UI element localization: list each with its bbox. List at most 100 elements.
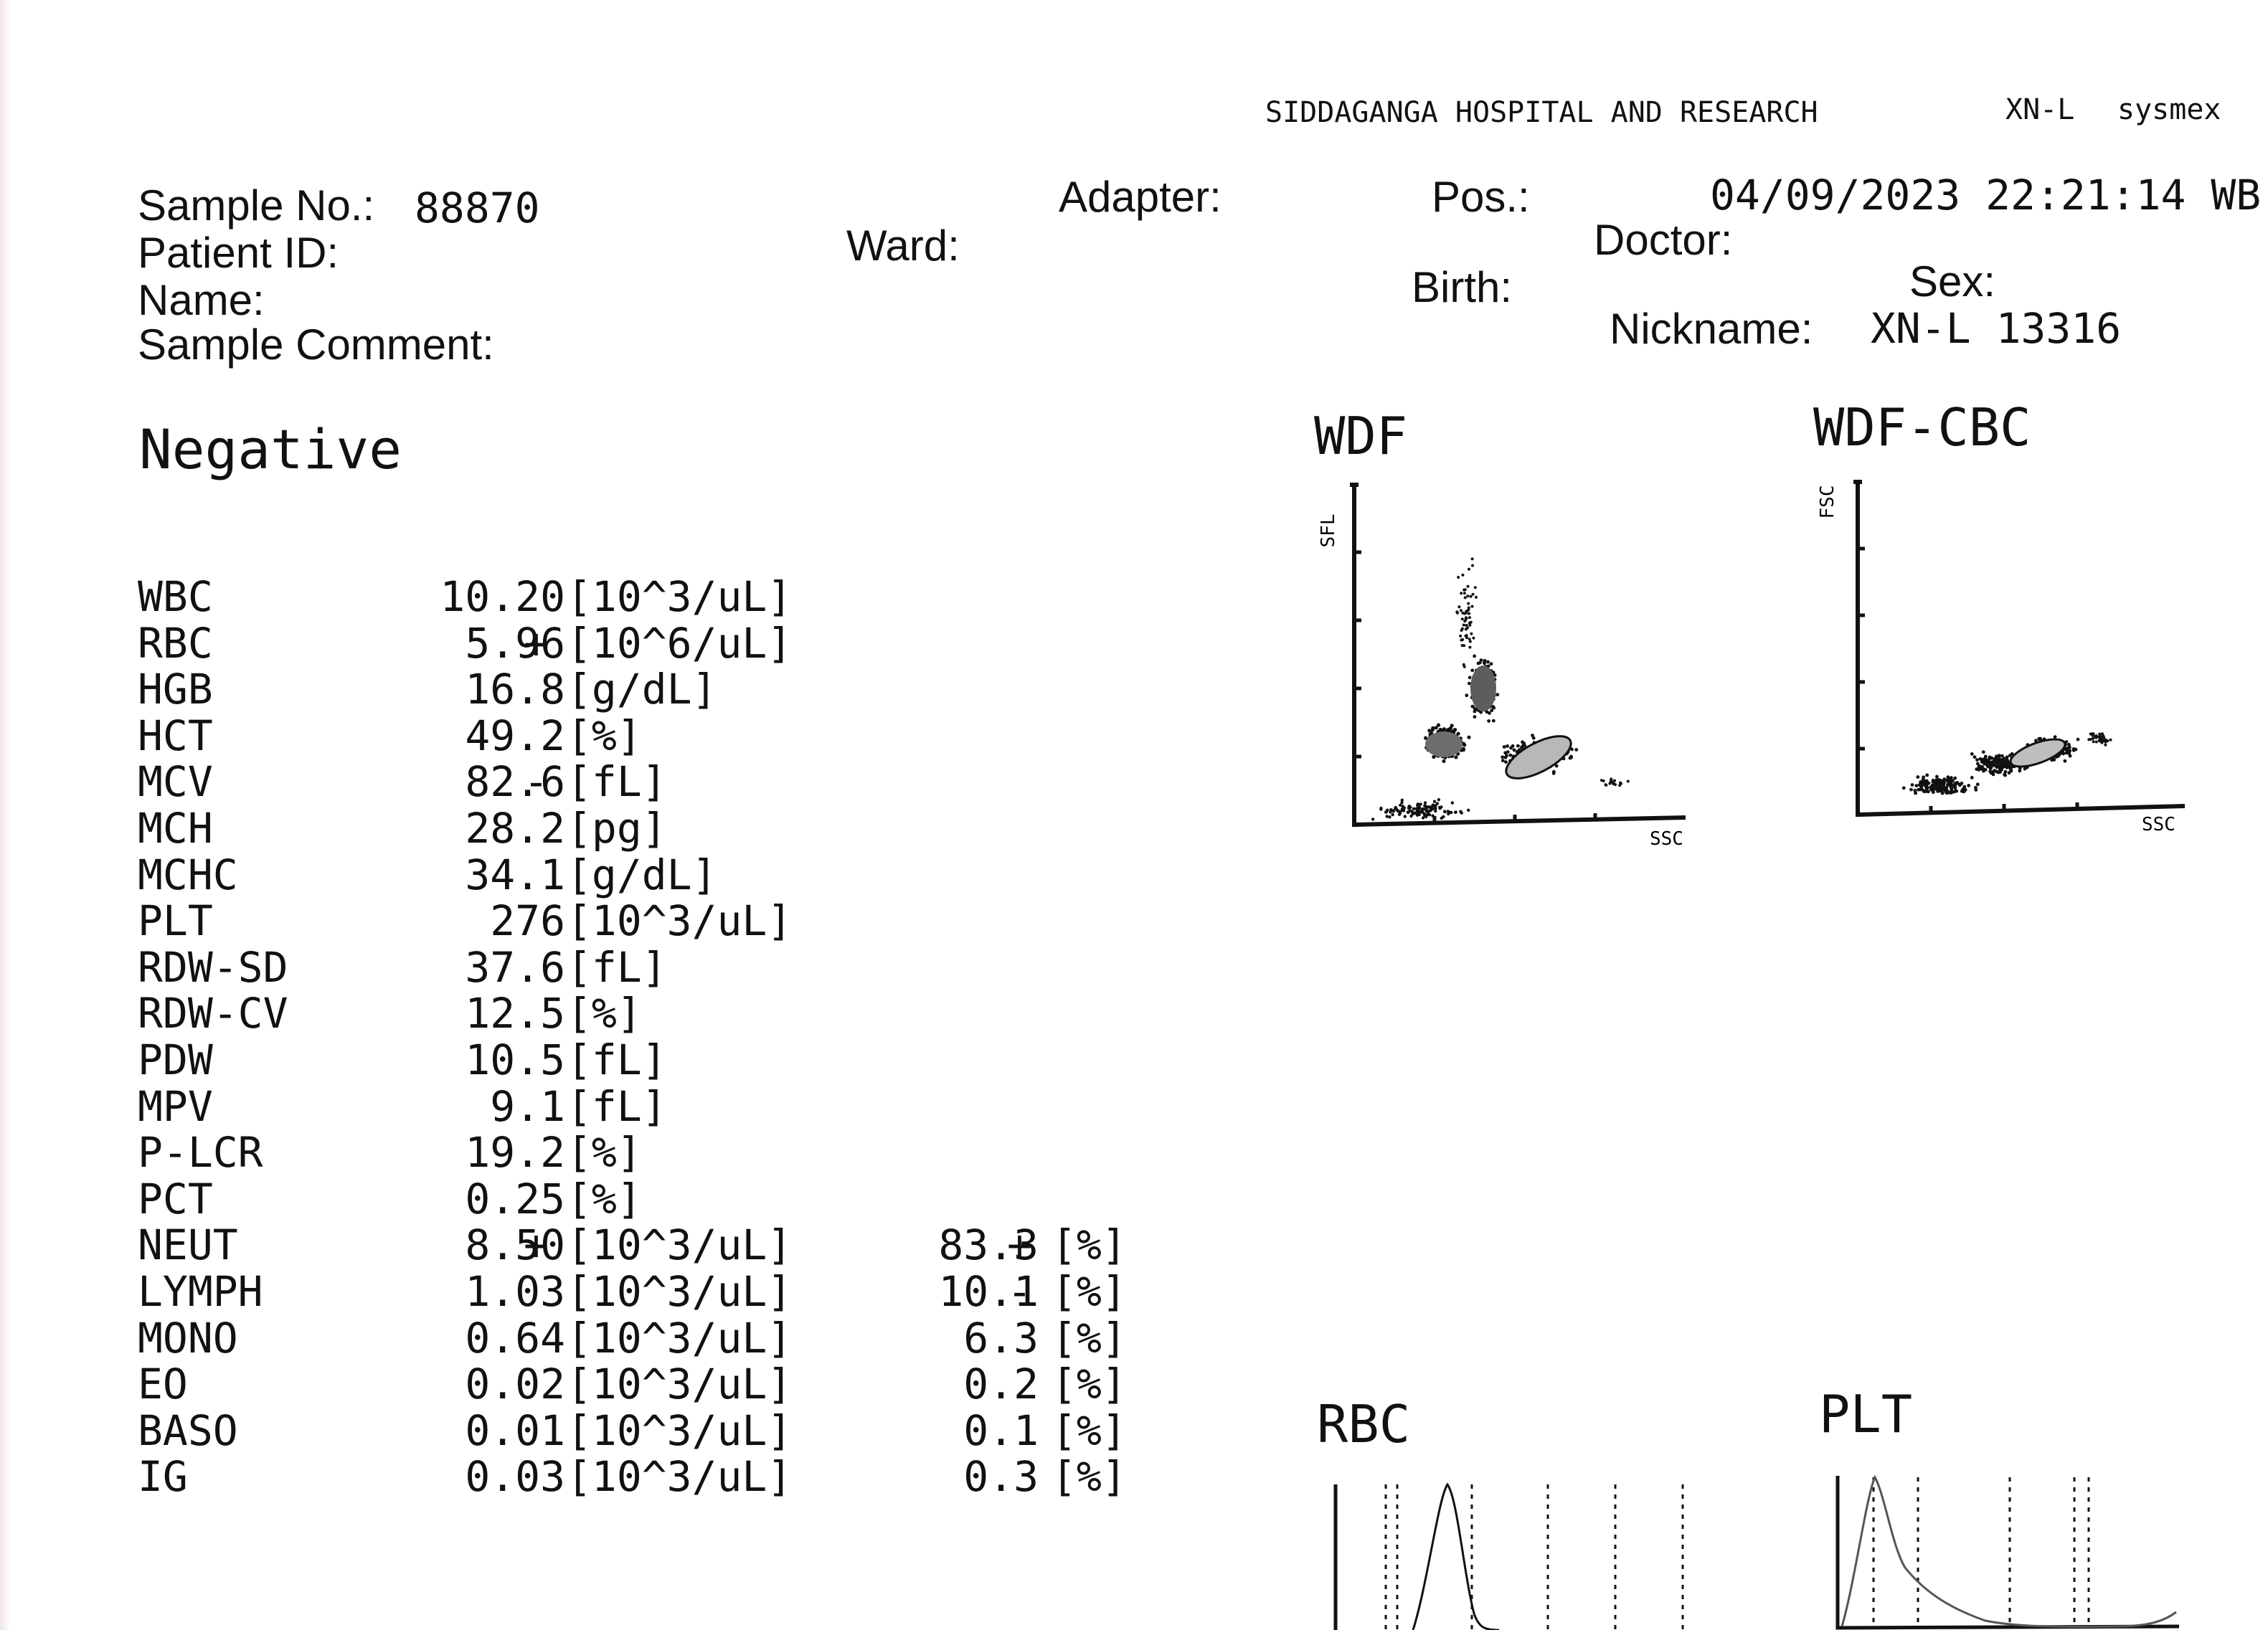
scatter-dot: [1932, 790, 1935, 795]
scatter-dot: [1570, 747, 1574, 752]
scatter-dot: [1987, 762, 1990, 767]
scatter-dot: [1422, 812, 1426, 815]
scatter-dot: [1930, 786, 1934, 790]
scatter-dot: [1461, 573, 1465, 577]
result-percent-unit: [%]: [1052, 1313, 1127, 1363]
scatter-dot: [1955, 781, 1960, 785]
scatter-dot: [2000, 758, 2004, 762]
scatter-dot: [1446, 810, 1450, 813]
scatter-dot: [1925, 786, 1929, 790]
scatter-dot: [1491, 719, 1496, 723]
scatter-dot: [1434, 804, 1437, 807]
scatter-dot: [1574, 748, 1579, 752]
scatter-dot: [2067, 749, 2071, 754]
result-unit: [%]: [567, 1174, 642, 1223]
sample-comment-label: Sample Comment:: [138, 321, 494, 369]
result-percent-flag: +: [1007, 1221, 1032, 1270]
result-value: 49.2: [465, 711, 565, 760]
result-row-p-lcr: P-LCR 19.2 [%]: [138, 1124, 1214, 1175]
result-name: PLT: [138, 896, 213, 946]
result-name: RDW-SD: [138, 942, 288, 992]
scatter-dot: [1504, 760, 1508, 764]
scatter-dot: [1909, 787, 1913, 792]
scatter-dot: [1937, 778, 1941, 782]
wdf-axes: [1350, 483, 1686, 828]
scatter-dot: [1469, 594, 1473, 598]
result-value: 10.20: [440, 572, 565, 621]
scatter-dot: [1460, 644, 1464, 647]
wdf-cbc-title: WDF-CBC: [1813, 397, 2031, 458]
result-percent-unit: [%]: [1052, 1221, 1127, 1270]
scatter-dot: [1935, 774, 1939, 779]
result-unit: [10^3/uL]: [567, 1266, 793, 1316]
scatter-dot: [1942, 780, 1946, 784]
scatter-dot: [2066, 747, 2070, 750]
result-name: MCV: [138, 757, 213, 807]
scatter-dot: [1466, 584, 1470, 588]
scatter-dot: [1483, 661, 1486, 665]
scatter-dot: [1476, 661, 1480, 665]
wdf-cell-clusters: [1371, 557, 1630, 821]
scatter-dot: [1417, 812, 1421, 817]
scatter-dot: [1479, 710, 1483, 714]
scatter-dot: [1465, 610, 1468, 613]
scatter-dot: [1457, 576, 1460, 579]
scatter-dot: [1921, 777, 1925, 782]
scatter-dot: [1950, 776, 1953, 780]
wdf-neut-cluster-core: [1505, 735, 1572, 780]
scatter-dot: [1473, 707, 1477, 711]
scatter-dot: [1994, 769, 1998, 774]
scatter-dot: [1468, 645, 1472, 649]
scatter-dot: [1423, 801, 1427, 805]
scatter-dot: [1432, 800, 1437, 803]
scatter-dot: [1946, 775, 1950, 780]
scatter-dot: [1974, 788, 1978, 792]
scatter-dot: [1910, 783, 1914, 787]
scatter-dot: [1472, 636, 1475, 640]
result-value: 0.03: [465, 1452, 565, 1502]
scatter-dot: [1400, 801, 1404, 805]
scatter-dot: [1467, 602, 1470, 605]
result-unit: [%]: [567, 1128, 642, 1178]
scatter-dot: [1459, 609, 1463, 612]
scatter-dot: [1471, 705, 1475, 709]
result-percent: 0.1: [963, 1406, 1039, 1455]
scatter-dot: [1468, 638, 1471, 641]
scatter-dot: [1457, 605, 1461, 609]
name-label: Name:: [138, 276, 265, 324]
result-value: 34.1: [465, 850, 565, 899]
scatter-dot: [1468, 616, 1471, 620]
scatter-dot: [1400, 798, 1404, 802]
result-value: 16.8: [465, 665, 565, 714]
scatter-dot: [1450, 810, 1453, 815]
result-value: 0.02: [465, 1360, 565, 1409]
scatter-dot: [1386, 808, 1389, 812]
scatter-dot: [2018, 769, 2022, 773]
result-percent: 6.3: [963, 1313, 1039, 1363]
result-unit: [%]: [567, 989, 642, 1038]
scatter-dot: [1913, 789, 1917, 792]
scatter-dot: [1958, 782, 1962, 787]
plt-distribution-curve: [1841, 1474, 2177, 1629]
result-percent: 10.1: [938, 1266, 1039, 1316]
scatter-dot: [1512, 748, 1516, 752]
scatter-dot: [1978, 766, 1982, 770]
scatter-dot: [1415, 807, 1419, 810]
scatter-dot: [1501, 755, 1505, 759]
scatter-dot: [1442, 810, 1447, 813]
scatter-dot: [2003, 759, 2008, 764]
scatter-dot: [1924, 782, 1929, 786]
scatter-dot: [1467, 735, 1471, 739]
scatter-dot: [1460, 811, 1463, 815]
scatter-dot: [1610, 777, 1613, 781]
result-value: 5.96: [465, 618, 565, 668]
scatter-dot: [1409, 805, 1412, 809]
scatter-dot: [1431, 814, 1435, 818]
results-table: WBC 10.20 [10^3/uL] RBC 5.96 + [10^6/uL] HGB 16.…: [138, 568, 1214, 1499]
result-name: MPV: [138, 1081, 213, 1131]
result-name: BASO: [138, 1406, 238, 1455]
rbc-histogram: [1333, 1482, 1684, 1630]
result-percent-unit: [%]: [1052, 1406, 1127, 1455]
scatter-dot: [1531, 734, 1534, 737]
scatter-dot: [1391, 812, 1394, 817]
